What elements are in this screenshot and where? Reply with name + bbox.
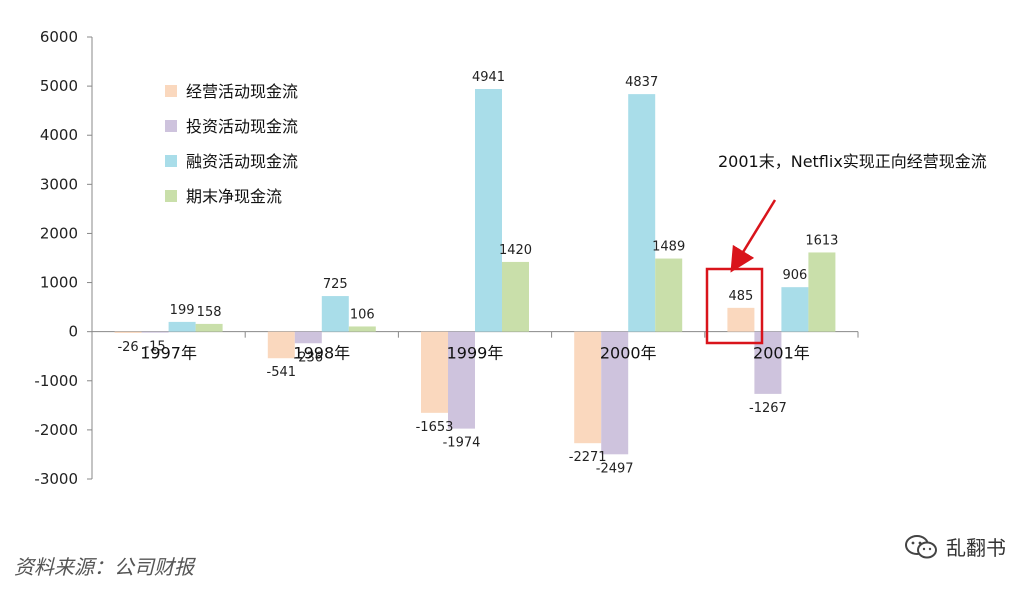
data-label: -541 (267, 365, 297, 380)
bar (114, 331, 142, 333)
bar (601, 331, 629, 455)
data-label: -2497 (596, 461, 634, 476)
bar (628, 94, 656, 332)
y-tick-label: 2000 (40, 224, 78, 242)
data-label: 725 (323, 277, 348, 292)
annotation-text: 2001末，Netflix实现正向经营现金流 (718, 152, 987, 171)
legend-label: 融资活动现金流 (186, 152, 298, 171)
data-label: 199 (170, 303, 195, 318)
bar (655, 258, 683, 332)
annotation-arrow (730, 199, 777, 273)
y-tick-label: 6000 (40, 28, 78, 46)
y-tick-label: 1000 (40, 274, 78, 292)
x-category-label: 1999年 (447, 344, 504, 363)
data-label: -2271 (569, 450, 607, 465)
data-label: -1653 (416, 420, 454, 435)
x-category-label: 2001年 (753, 344, 810, 363)
legend-swatch (165, 120, 177, 132)
data-label: 4837 (625, 75, 658, 90)
data-label: 106 (350, 307, 375, 322)
bar (754, 331, 782, 394)
data-label: -26 (117, 340, 138, 355)
bar (141, 331, 169, 333)
legend-label: 经营活动现金流 (186, 82, 298, 101)
bar (421, 331, 448, 413)
y-tick-label: 3000 (40, 175, 78, 193)
data-label: -15 (144, 339, 165, 354)
bar (321, 296, 349, 332)
y-tick-label: 0 (68, 323, 78, 341)
wechat-icon (905, 534, 937, 558)
bar (168, 321, 196, 332)
data-label: 1613 (805, 233, 838, 248)
data-label: 1489 (652, 240, 685, 255)
bar (574, 331, 602, 444)
bar (475, 89, 502, 332)
y-tick-label: 5000 (40, 77, 78, 95)
legend-swatch (165, 190, 177, 202)
x-category-label: 1998年 (293, 344, 350, 363)
data-label: 4941 (472, 70, 505, 85)
y-tick-label: -1000 (34, 372, 78, 390)
data-label: 1420 (499, 243, 532, 258)
bar (727, 307, 755, 332)
bar (195, 323, 223, 332)
data-label: 158 (197, 305, 222, 320)
annotation: 2001末，Netflix实现正向经营现金流 (705, 152, 987, 345)
bar (348, 326, 376, 332)
x-category-label: 1997年 (140, 344, 197, 363)
legend-label: 期末净现金流 (186, 187, 282, 206)
data-label: -1974 (443, 436, 481, 451)
bar (294, 331, 322, 344)
watermark-text: 乱翻书 (946, 536, 1006, 560)
bar (502, 261, 529, 332)
legend-label: 投资活动现金流 (186, 117, 298, 136)
bar (781, 287, 809, 332)
bar (808, 252, 836, 332)
source-note: 资料来源：公司财报 (14, 555, 194, 579)
y-tick-label: 4000 (40, 126, 78, 144)
watermark: 乱翻书 (904, 532, 1006, 561)
legend-swatch (165, 155, 177, 167)
x-category-label: 2000年 (600, 344, 657, 363)
legend-swatch (165, 85, 177, 97)
data-label: 485 (728, 289, 753, 304)
data-label: 906 (782, 268, 807, 283)
y-tick-label: -3000 (34, 470, 78, 488)
bar (267, 331, 295, 359)
y-tick-label: -2000 (34, 421, 78, 439)
bar (448, 331, 475, 429)
data-label: -1267 (749, 401, 787, 416)
data-label: -236 (294, 350, 324, 365)
